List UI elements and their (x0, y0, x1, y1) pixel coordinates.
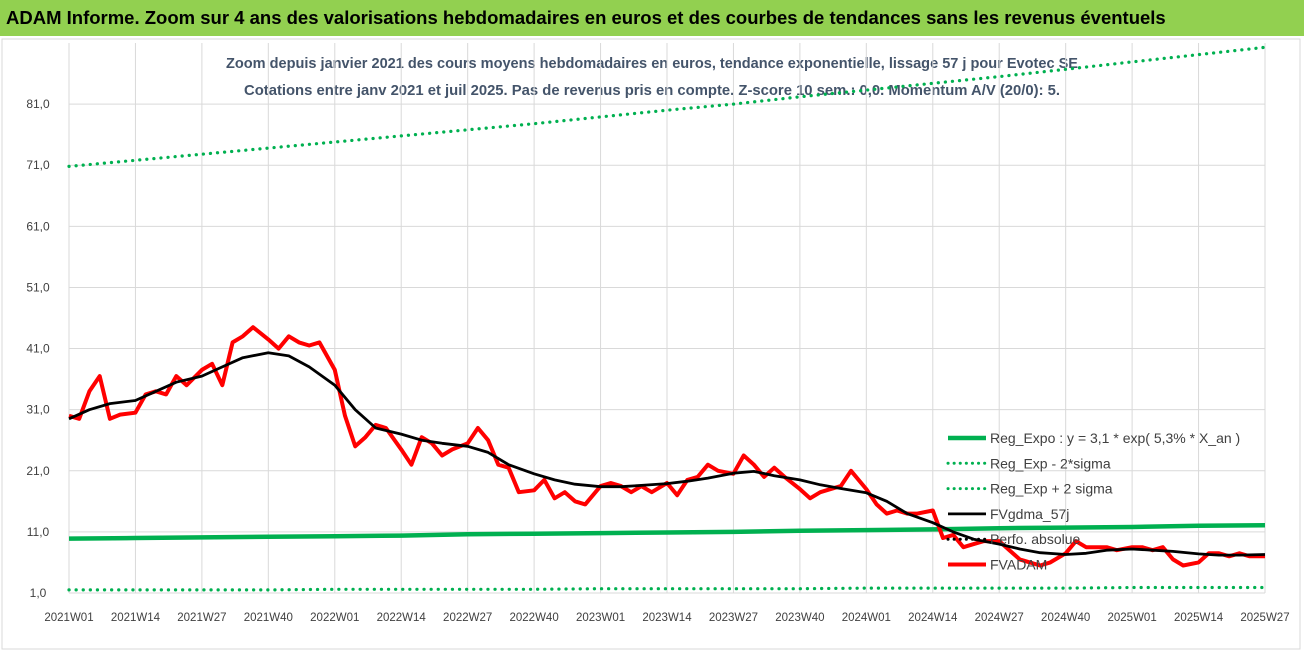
x-tick-label: 2023W01 (576, 612, 625, 624)
x-tick-label: 2022W27 (443, 612, 492, 624)
legend-label: Reg_Exp + 2 sigma (990, 481, 1113, 497)
y-tick-label: 81,0 (26, 97, 50, 111)
report-banner: ADAM Informe. Zoom sur 4 ans des valoris… (0, 0, 1304, 36)
x-tick-label: 2024W27 (975, 612, 1024, 624)
series-line-reg-plus-2sigma (67, 45, 1267, 168)
x-tick-label: 2025W27 (1240, 612, 1289, 624)
chart-title-line2: Cotations entre janv 2021 et juil 2025. … (244, 82, 1060, 99)
legend: Reg_Expo : y = 3,1 * exp( 5,3% * X_an ) R… (946, 430, 1240, 573)
x-tick-label: 2021W01 (44, 612, 93, 624)
series-line-fvgdma-57j (68, 351, 1266, 557)
x-tick-label: 2021W14 (111, 612, 161, 624)
y-tick-label: 41,0 (26, 342, 50, 356)
y-tick-label: 51,0 (26, 280, 50, 294)
gridlines (68, 43, 1266, 594)
chart-border (1, 38, 1301, 650)
x-tick-label: 2023W14 (642, 612, 692, 624)
y-tick-label: 11,0 (27, 525, 50, 539)
x-tick-label: 2025W01 (1107, 612, 1156, 624)
y-tick-label: 61,0 (26, 219, 50, 233)
chart-title-line1: Zoom depuis janvier 2021 des cours moyen… (226, 55, 1078, 72)
y-tick-label: 31,0 (26, 403, 50, 417)
x-tick-label: 2024W01 (842, 612, 891, 624)
legend-label: Reg_Exp - 2*sigma (990, 455, 1111, 471)
y-tick-label: 21,0 (26, 464, 50, 478)
chart-svg: Zoom depuis janvier 2021 des cours moyen… (1, 38, 1301, 650)
x-tick-label: 2021W27 (177, 612, 226, 624)
series-line-reg-expo (68, 522, 1266, 541)
x-tick-label: 2023W27 (709, 612, 758, 624)
x-tick-label: 2022W01 (310, 612, 359, 624)
legend-label: Perfo. absolue (990, 531, 1080, 547)
y-tick-label: 1,0 (30, 586, 47, 600)
chart-area: Zoom depuis janvier 2021 des cours moyen… (0, 36, 1304, 653)
y-axis: 1,0 11,0 21,0 31,0 41,0 51,0 61,0 71,0 81,0 (26, 97, 50, 600)
legend-label: Reg_Expo : y = 3,1 * exp( 5,3% * X_an ) (990, 430, 1240, 446)
x-tick-label: 2022W14 (377, 612, 427, 624)
legend-label: FVgdma_57j (990, 506, 1069, 522)
series-lines (67, 45, 1267, 592)
x-tick-label: 2022W40 (509, 612, 558, 624)
x-tick-label: 2023W40 (775, 612, 824, 624)
x-axis: 2021W01 2021W14 2021W27 2021W40 2022W01 2022W… (44, 612, 1289, 624)
x-tick-label: 2024W14 (908, 612, 958, 624)
x-tick-label: 2024W40 (1041, 612, 1090, 624)
y-tick-label: 71,0 (26, 158, 50, 172)
series-line-reg-minus-2sigma (67, 585, 1267, 592)
x-tick-label: 2021W40 (244, 612, 293, 624)
x-tick-label: 2025W14 (1174, 612, 1224, 624)
legend-label: FVADAM (990, 557, 1047, 573)
